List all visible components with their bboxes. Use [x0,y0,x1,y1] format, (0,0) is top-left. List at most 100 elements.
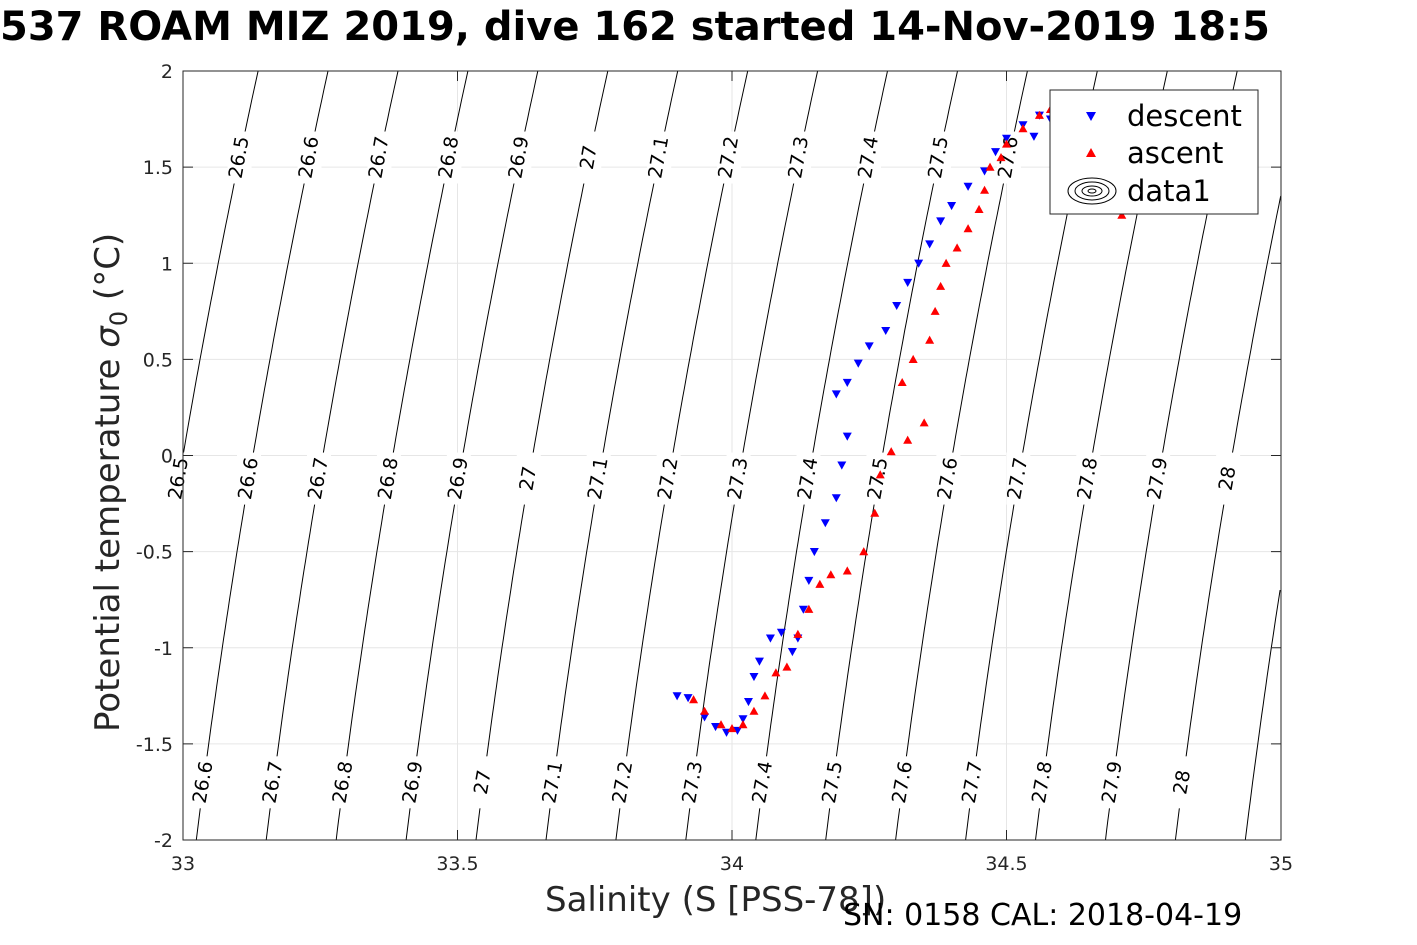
legend-ascent-marker [1086,148,1096,157]
descent-point [892,301,902,311]
contour-label: 28 [1169,768,1195,796]
ascent-point [700,706,710,715]
ascent-point [716,720,726,729]
descent-point [754,657,764,666]
contour-label-bg [1100,756,1125,809]
descent-point [804,576,814,585]
ascent-point [908,354,918,363]
descent-point [683,694,693,703]
y-axis-label: Potential temperature σ0 (°C) [88,232,133,732]
contour-label-bg [787,131,812,184]
contour-label-bg [890,756,915,809]
contour-label-bg [1030,756,1055,809]
contour-label-bg [647,131,672,184]
isopycnal-line [1174,195,1282,841]
legend-contour-icon [1081,185,1103,197]
ascent-point [793,629,803,638]
ascent-point [842,566,852,575]
descent-point [903,278,913,287]
contour-label-bg [446,452,471,505]
contour-label-bg [726,452,751,505]
descent-point [842,432,852,441]
ascent-point [952,243,962,252]
contour-label-bg [586,452,611,505]
legend-label: ascent [1127,136,1223,170]
contour-label-bg [507,131,532,184]
contour-label-bg [926,131,951,184]
ascent-point [782,662,792,671]
descent-point [837,461,847,470]
descent-point [925,240,935,249]
contour-label-bg [857,131,882,184]
y-tick-label: 0 [161,446,173,468]
descent-point [809,548,819,557]
descent-point [672,692,682,701]
y-tick-label: 0.5 [143,349,173,371]
contour-label-bg [1170,756,1195,809]
contour-label-bg [577,131,602,184]
contour-label-bg [401,756,426,809]
ascent-point [1018,124,1028,133]
ascent-point [1002,139,1011,148]
descent-point [732,726,742,735]
contour-label-bg [261,756,286,809]
data-points [672,104,1127,737]
descent-point [1002,134,1011,143]
contour-label-bg [751,756,776,809]
legend-label: data1 [1127,174,1211,208]
x-tick-label: 34 [720,853,744,875]
contour-label-bg [960,756,985,809]
legend-contour-icon [1067,177,1117,205]
contour-label: 27 [576,144,602,172]
contour-label-bg [367,131,392,184]
descent-point [881,326,891,336]
x-axis-label: Salinity (S [PSS-78]) [545,880,887,920]
descent-point [963,182,973,191]
x-tick-label: 34.5 [985,853,1027,875]
descent-point [864,342,874,351]
legend-box [1049,89,1259,215]
contour-label-bg [331,756,356,809]
contour-label: 27 [515,465,541,493]
contour-label-bg [297,131,322,184]
contour-label-bg [471,756,496,809]
descent-point [914,259,924,268]
contour-label-bg [437,131,462,184]
y-tick-label: -1 [154,638,173,660]
ascent-point [771,668,781,677]
contour-label-bg [936,452,961,505]
contour-label-bg [611,756,636,809]
descent-point [842,378,852,387]
descent-point [749,672,759,682]
contour-label-bg [796,452,821,505]
y-tick-label: 1.5 [143,157,173,179]
ascent-point [870,508,880,517]
descent-point [991,148,1001,157]
contour-label-bg [1006,452,1031,505]
ascent-point [804,604,814,613]
descent-point [711,722,721,732]
contour-label-bg [191,756,216,809]
axis-ticks: 33 33.5 34 34.5 35 -2 -1.5 -1 -0.5 0 0.5 1 1.5 2 [136,61,1293,875]
descent-point [700,713,710,722]
ascent-point [897,377,907,387]
ascent-point [826,570,836,579]
ascent-point [738,720,748,729]
ascent-point [760,691,770,700]
contour-label-bg [227,131,252,184]
ascent-point [815,579,825,588]
ascent-point [985,162,995,171]
ascent-point [936,281,946,290]
legend-contour-icon [1087,188,1097,194]
descent-point [787,647,797,657]
ascent-point [925,335,935,344]
descent-point [776,628,786,637]
contour-label-bg [376,452,401,505]
contour-label-bg [237,452,262,505]
x-tick-label: 35 [1269,853,1293,875]
ascent-point [886,447,896,456]
descent-point [1029,132,1039,141]
x-tick-label: 33.5 [436,853,478,875]
